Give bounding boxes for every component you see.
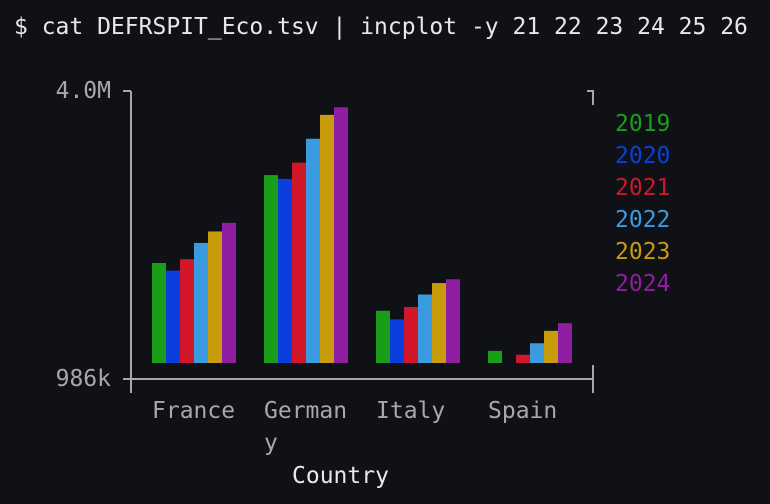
bar — [530, 343, 544, 363]
x-tick-label: Spain — [488, 398, 558, 424]
x-tick-label: Italy — [376, 398, 446, 424]
bar — [166, 270, 180, 363]
bar — [334, 107, 348, 363]
bar — [418, 294, 432, 363]
bar — [516, 354, 530, 363]
x-axis-title: Country — [292, 463, 389, 489]
bar — [222, 222, 236, 363]
bar — [404, 306, 418, 363]
bar — [432, 283, 446, 363]
y-tick-label: 4.0M — [55, 78, 111, 104]
legend-entry: 2024 — [615, 271, 671, 297]
bar — [306, 138, 320, 363]
bar — [558, 323, 572, 363]
legend-entry: 2021 — [615, 175, 671, 201]
bar — [292, 162, 306, 363]
legend-entry: 2022 — [615, 207, 671, 233]
bar — [208, 231, 222, 363]
legend-entry: 2023 — [615, 239, 671, 265]
bar — [194, 242, 208, 363]
bar — [180, 259, 194, 363]
bar — [390, 319, 404, 363]
bar — [488, 350, 502, 363]
legend-entry: 2020 — [615, 143, 671, 169]
bar — [278, 178, 292, 363]
bar — [544, 330, 558, 363]
bar — [320, 114, 334, 363]
frame-corner — [587, 90, 594, 105]
command: $ cat DEFRSPIT_Eco.tsv | incplot -y 21 2… — [14, 14, 748, 40]
bar — [152, 262, 166, 363]
bar — [264, 175, 278, 363]
bar — [376, 310, 390, 363]
x-tick-label: Germany — [264, 398, 348, 456]
x-tick-label: France — [152, 398, 236, 424]
bar — [446, 279, 460, 363]
y-tick-label: 986k — [55, 366, 111, 392]
legend-entry: 2019 — [615, 111, 671, 137]
